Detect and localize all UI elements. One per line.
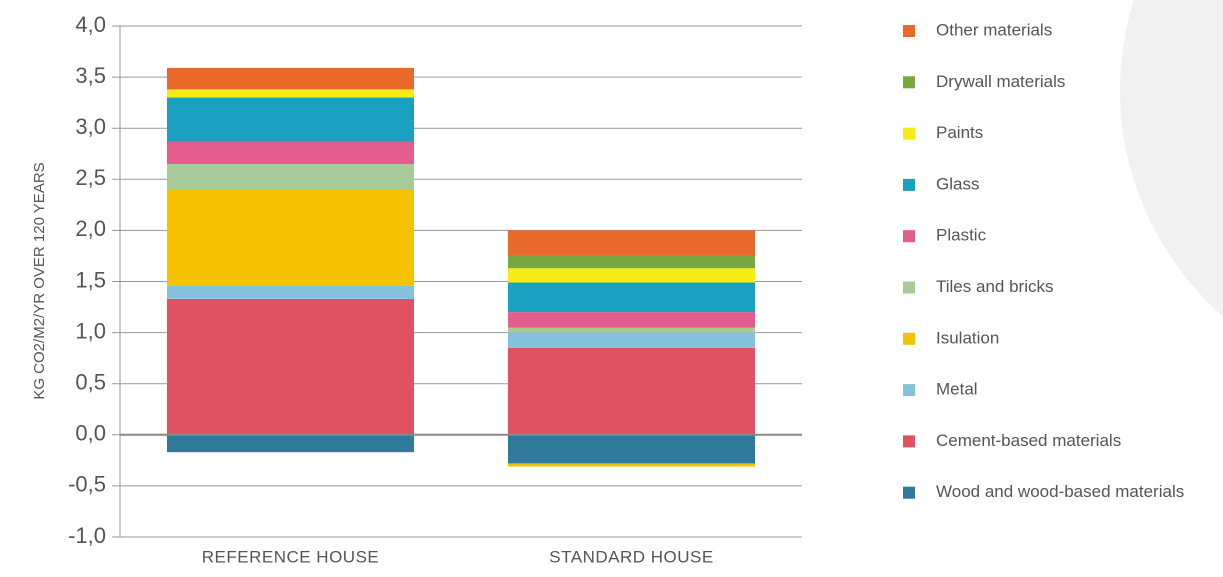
legend-swatch <box>903 230 915 243</box>
legend-swatch <box>903 127 915 140</box>
y-tick-label: 1,0 <box>75 318 106 343</box>
legend-swatch <box>903 178 915 191</box>
bar-segment <box>167 434 414 453</box>
legend-swatch <box>903 76 915 89</box>
y-tick-label: 4,0 <box>75 12 106 37</box>
bar-segment <box>508 282 755 313</box>
legend-label: Paints <box>936 123 983 142</box>
legend-swatch <box>903 281 915 294</box>
bar-segment <box>167 285 414 299</box>
y-tick-label: -0,5 <box>68 472 106 497</box>
y-tick-label: 1,5 <box>75 267 106 292</box>
bar-segment <box>167 298 414 435</box>
legend-label: Metal <box>936 380 978 399</box>
legend-label: Isulation <box>936 328 999 347</box>
legend-label: Cement-based materials <box>936 431 1121 450</box>
x-tick-label: REFERENCE HOUSE <box>202 547 380 566</box>
legend-label: Glass <box>936 174 979 193</box>
legend-label: Wood and wood-based materials <box>936 482 1184 501</box>
legend-label: Other materials <box>936 20 1052 39</box>
bar-segment <box>508 268 755 283</box>
bar-segment <box>508 332 755 348</box>
bar-segment <box>508 255 755 269</box>
bar-segment <box>167 89 414 98</box>
y-axis-label: KG CO2/M2/YR OVER 120 YEARS <box>31 162 48 399</box>
bar-segment <box>508 312 755 328</box>
bar-segment <box>167 163 414 190</box>
legend-label: Drywall materials <box>936 72 1065 91</box>
y-tick-label: -1,0 <box>68 523 106 548</box>
bar-segment <box>167 189 414 286</box>
legend-swatch <box>903 25 915 37</box>
bar-segment <box>167 141 414 164</box>
legend-label: Plastic <box>936 226 987 245</box>
legend-swatch <box>903 486 915 499</box>
bar-segment <box>508 463 755 467</box>
legend-label: Tiles and bricks <box>936 277 1053 296</box>
y-tick-label: 2,0 <box>75 216 106 241</box>
bar-segment <box>167 67 414 90</box>
x-tick-label: STANDARD HOUSE <box>549 547 713 566</box>
y-tick-label: 2,5 <box>75 165 106 190</box>
legend-swatch <box>903 384 915 397</box>
legend-swatch <box>903 332 915 345</box>
y-tick-label: 3,0 <box>75 114 106 139</box>
legend-swatch <box>903 435 915 448</box>
bar-segment <box>508 230 755 256</box>
y-tick-label: 3,5 <box>75 63 106 88</box>
bar-segment <box>508 347 755 435</box>
bar-segment <box>508 327 755 333</box>
bar-segment <box>167 97 414 142</box>
y-tick-label: 0,0 <box>75 421 106 446</box>
bar-segment <box>508 434 755 464</box>
y-tick-label: 0,5 <box>75 370 106 395</box>
decoration <box>1120 0 1223 317</box>
